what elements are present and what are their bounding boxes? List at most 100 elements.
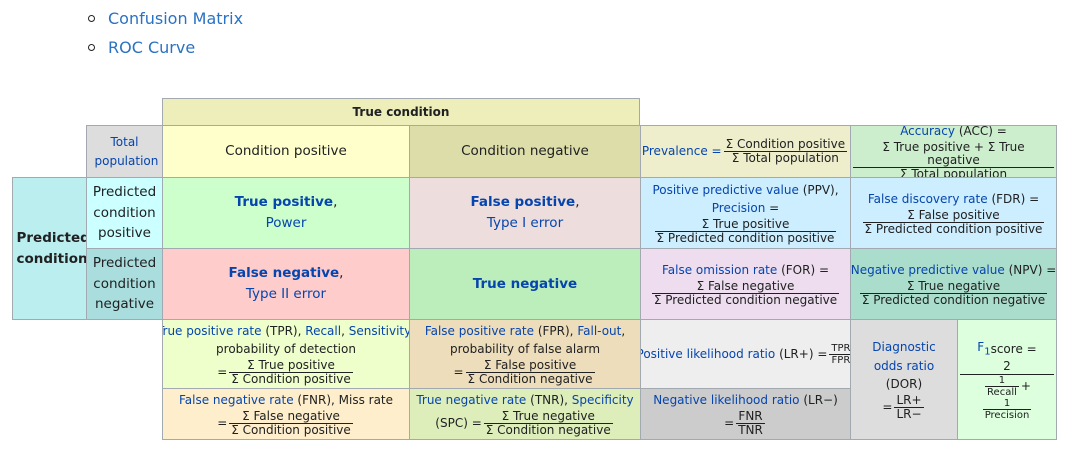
fdr-cell: False discovery rate (FDR) = Σ False pos… [850, 177, 1057, 249]
npv-cell: Negative predictive value (NPV) = Σ True… [850, 248, 1057, 320]
predicted-positive-cell: Predicted condition positive [86, 177, 163, 249]
lr-positive-cell: Positive likelihood ratio (LR+) = TPR FPR [640, 319, 851, 389]
f1-one: 1 [982, 398, 1032, 410]
true-positive-link[interactable]: True positive [234, 194, 334, 211]
true-negative-cell: True negative [409, 248, 641, 320]
tnr-denominator: Σ Condition negative [485, 422, 611, 437]
accuracy-link[interactable]: Accuracy [900, 125, 955, 138]
fall-out-link[interactable]: Fall-out [577, 323, 622, 338]
comma: , [575, 194, 580, 211]
true-condition-header: True condition [162, 98, 640, 126]
type-i-error-link[interactable]: Type I error [486, 215, 564, 231]
accuracy-denominator: Σ Total population [899, 166, 1008, 178]
lr-negative-numerator: FNR [736, 409, 765, 424]
ppv-numerator: Σ True positive [654, 217, 837, 233]
ppv-link[interactable]: Positive predictive value [652, 182, 799, 197]
lr-positive-abbr: (LR+) = [779, 346, 828, 361]
dor-denominator: LR− [896, 406, 922, 421]
tnr-numerator: Σ True negative [483, 409, 613, 424]
fpr-abbr: (FPR), [537, 323, 574, 338]
f1-numerator: 2 [960, 360, 1054, 375]
predicted-condition-cell: Predicted condition [12, 177, 87, 320]
tnr-cell: True negative rate (TNR), Specificity (S… [409, 388, 641, 440]
fnr-link[interactable]: False negative rate [178, 393, 294, 408]
npv-link[interactable]: Negative predictive value [850, 263, 1005, 278]
fnr-cell: False negative rate (FNR), Miss rate = Σ … [162, 388, 410, 440]
dor-cell: Diagnostic odds ratio (DOR) = LR+ LR− [850, 319, 958, 440]
fdr-link[interactable]: False discovery rate [867, 192, 988, 207]
for-denominator: Σ Predicted condition negative [653, 292, 838, 307]
prevalence-cell: Prevalence = Σ Condition positive Σ Total … [640, 125, 851, 178]
ppv-cell: Positive predictive value (PPV), Precisi… [640, 177, 851, 249]
tpr-description: probability of detection [216, 342, 356, 357]
type-ii-error-link[interactable]: Type II error [245, 286, 327, 302]
for-abbr: (FOR) = [781, 263, 830, 278]
true-negative-link[interactable]: True negative [472, 275, 578, 292]
total-population-cell: Total population [86, 125, 163, 178]
comma: , [339, 265, 344, 282]
plus-sign: + [1020, 378, 1031, 393]
lr-negative-link[interactable]: Negative likelihood ratio [653, 393, 800, 408]
fpr-description: probability of false alarm [449, 342, 601, 357]
list-item: Confusion Matrix [88, 8, 243, 37]
recall-link[interactable]: Recall [305, 323, 342, 338]
false-positive-cell: False positive, Type I error [409, 177, 641, 249]
dor-abbr: (DOR) [885, 377, 923, 392]
f1-subscript: 1 [984, 346, 991, 358]
fdr-numerator: Σ False positive [862, 208, 1045, 223]
condition-negative-label: Condition negative [461, 143, 589, 160]
power-link[interactable]: Power [265, 215, 307, 231]
npv-abbr: (NPV) = [1008, 263, 1057, 278]
accuracy-cell: Accuracy (ACC) = Σ True positive + Σ Tru… [850, 125, 1057, 178]
equals-sign: = [769, 201, 780, 216]
predicted-negative-label: Predicted condition negative [92, 254, 157, 313]
dor-link[interactable]: Diagnostic odds ratio [872, 339, 936, 373]
confusion-matrix-link[interactable]: Confusion Matrix [108, 9, 244, 28]
f1-precision: Precision [984, 409, 1030, 421]
fdr-denominator: Σ Predicted condition positive [864, 221, 1043, 236]
bullet-icon [88, 15, 95, 22]
accuracy-numerator: Σ True positive + Σ True negative [853, 140, 1054, 168]
specificity-link[interactable]: Specificity [571, 393, 634, 408]
lr-positive-link[interactable]: Positive likelihood ratio [640, 346, 776, 361]
false-positive-link[interactable]: False positive [470, 194, 576, 211]
roc-curve-link[interactable]: ROC Curve [108, 38, 196, 57]
tnr-link[interactable]: True negative rate [416, 393, 527, 408]
true-positive-cell: True positive, Power [162, 177, 410, 249]
equals-sign: = [882, 400, 893, 415]
fdr-abbr: (FDR) = [991, 192, 1040, 207]
predicted-positive-label: Predicted condition positive [92, 183, 157, 242]
false-negative-link[interactable]: False negative [228, 265, 340, 282]
accuracy-abbr: (ACC) = [958, 125, 1007, 138]
for-cell: False omission rate (FOR) = Σ False nega… [640, 248, 851, 320]
spc-prefix: (SPC) = [435, 416, 482, 430]
comma: , [341, 323, 345, 338]
tpr-denominator: Σ Condition positive [231, 372, 351, 387]
prevalence-link[interactable]: Prevalence = [641, 144, 722, 159]
tnr-abbr: (TNR), [530, 393, 568, 408]
fpr-link[interactable]: False positive rate [424, 323, 535, 338]
ppv-denominator: Σ Predicted condition positive [656, 231, 835, 246]
f1-denominator: 1 Recall +1 Precision [960, 375, 1054, 421]
for-numerator: Σ False negative [651, 279, 840, 294]
f1-score-link[interactable]: F1 [977, 338, 990, 360]
fpr-numerator: Σ False positive [465, 358, 595, 374]
comma: , [621, 323, 626, 338]
lr-negative-abbr: (LR−) [803, 393, 838, 408]
npv-denominator: Σ Predicted condition negative [861, 292, 1046, 307]
equals-sign: = [217, 416, 228, 430]
lr-negative-cell: Negative likelihood ratio (LR−) = FNR TNR [640, 388, 851, 440]
lr-positive-numerator: TPR [829, 342, 851, 355]
for-link[interactable]: False omission rate [661, 263, 778, 278]
f1-label: F [977, 340, 985, 355]
total-population-link[interactable]: Total population [94, 134, 159, 168]
tpr-link[interactable]: True positive rate [162, 323, 262, 338]
sensitivity-link[interactable]: Sensitivity [348, 323, 410, 338]
predicted-negative-cell: Predicted condition negative [86, 248, 163, 320]
precision-link[interactable]: Precision [711, 201, 766, 216]
equals-sign: = [724, 416, 735, 430]
condition-positive-label: Condition positive [225, 143, 347, 160]
false-negative-cell: False negative, Type II error [162, 248, 410, 320]
f1-score-cell: F1 score = 2 1 Recall +1 Precision [957, 319, 1057, 440]
lr-negative-denominator: TNR [738, 422, 763, 437]
